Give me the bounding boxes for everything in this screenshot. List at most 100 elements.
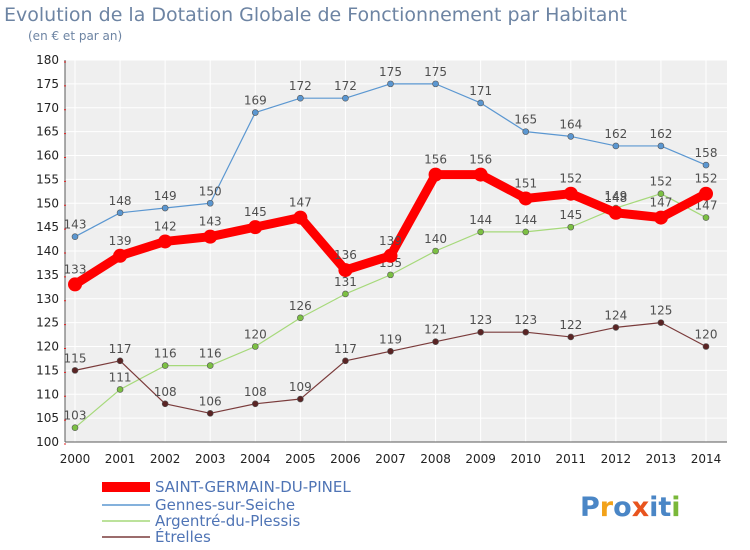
data-point <box>612 324 620 331</box>
data-label: 162 <box>604 127 627 141</box>
x-tick-label: 2007 <box>375 452 406 466</box>
data-label: 123 <box>469 313 492 327</box>
x-tick-label: 2000 <box>60 452 91 466</box>
data-point <box>657 319 665 326</box>
data-label: 162 <box>649 127 672 141</box>
data-label: 175 <box>379 65 402 79</box>
x-tick-label: 2011 <box>556 452 587 466</box>
data-label: 172 <box>289 79 312 93</box>
data-point <box>567 223 575 231</box>
legend-label: Gennes-sur-Seiche <box>155 496 295 514</box>
proxiti-logo: Proxiti <box>580 492 681 523</box>
x-tick-label: 2006 <box>330 452 361 466</box>
data-point <box>477 328 484 336</box>
data-label: 116 <box>199 347 222 361</box>
data-label: 143 <box>199 215 222 229</box>
x-tick-label: 2013 <box>646 452 677 466</box>
data-label: 148 <box>109 194 132 208</box>
data-point <box>71 233 79 240</box>
data-point <box>342 357 349 365</box>
data-label: 109 <box>289 380 312 394</box>
data-label: 144 <box>469 213 492 227</box>
data-point <box>251 400 259 408</box>
data-point <box>432 80 439 88</box>
data-label: 147 <box>649 196 672 210</box>
data-point <box>653 210 668 225</box>
data-point <box>206 362 214 369</box>
data-point <box>432 338 439 346</box>
data-label: 158 <box>695 146 718 160</box>
plot-area: 100 105 110 115 120 125 130 135 140 145 150 155 160 1… <box>36 53 727 466</box>
series-2: 115 117 108 106 108 109 117 119 121 123 123 122 124 1… <box>64 304 718 417</box>
data-label: 106 <box>199 394 222 408</box>
data-label: 152 <box>695 172 718 186</box>
x-tick-label: 2005 <box>285 452 316 466</box>
data-label: 120 <box>695 328 718 342</box>
data-point <box>657 190 665 197</box>
data-label: 115 <box>64 351 87 365</box>
data-point <box>387 80 394 88</box>
data-label: 133 <box>64 262 87 276</box>
data-label: 117 <box>109 342 132 356</box>
data-label: 139 <box>109 234 132 248</box>
data-label: 119 <box>379 332 402 346</box>
data-label: 136 <box>334 248 357 262</box>
x-tick-label: 2002 <box>150 452 181 466</box>
data-point <box>702 343 710 350</box>
y-tick-label: 140 <box>36 244 59 258</box>
data-point <box>248 220 263 235</box>
x-tick-label: 2001 <box>105 452 136 466</box>
data-point <box>387 271 394 279</box>
x-tick-label: 2010 <box>510 452 541 466</box>
data-point <box>383 248 398 263</box>
data-label: 171 <box>469 84 492 98</box>
data-label: 149 <box>604 189 627 203</box>
y-tick-label: 105 <box>36 411 59 425</box>
data-point <box>297 94 304 102</box>
y-tick-label: 135 <box>36 268 59 282</box>
data-point <box>699 186 713 201</box>
y-tick-label: 155 <box>36 172 59 186</box>
data-label: 122 <box>559 318 582 332</box>
x-tick-label: 2008 <box>420 452 451 466</box>
data-label: 172 <box>334 79 357 93</box>
data-point <box>518 191 533 206</box>
data-label: 131 <box>334 275 357 289</box>
data-point <box>206 199 214 207</box>
x-tick-label: 2004 <box>240 452 271 466</box>
data-label: 126 <box>289 299 312 313</box>
data-point <box>161 400 169 408</box>
logo-letter: i <box>649 492 658 523</box>
data-point <box>702 161 710 169</box>
data-point <box>522 128 530 135</box>
chart-subtitle: (en € et par an) <box>28 29 122 43</box>
data-label: 117 <box>334 342 357 356</box>
logo-letter: x <box>632 492 649 523</box>
data-point <box>116 209 124 217</box>
data-point <box>387 347 394 355</box>
data-point <box>251 109 259 116</box>
logo-letter: o <box>613 492 632 523</box>
data-point <box>206 410 214 417</box>
data-label: 140 <box>424 232 447 246</box>
data-point <box>432 247 439 255</box>
data-point <box>567 333 575 341</box>
data-label: 120 <box>244 328 267 342</box>
data-point <box>477 99 484 107</box>
data-point <box>71 424 79 431</box>
y-tick-label: 115 <box>36 363 59 377</box>
data-point <box>158 234 173 249</box>
data-label: 108 <box>244 385 267 399</box>
y-tick-label: 165 <box>36 125 59 139</box>
data-point <box>161 362 169 369</box>
y-tick-label: 145 <box>36 220 59 234</box>
data-point <box>297 395 304 403</box>
data-point <box>608 205 623 220</box>
data-label: 145 <box>244 205 267 219</box>
logo-letter: P <box>580 492 600 523</box>
legend-label: Argentré-du-Plessis <box>155 512 300 530</box>
data-label: 121 <box>424 323 447 337</box>
data-label: 116 <box>154 347 177 361</box>
